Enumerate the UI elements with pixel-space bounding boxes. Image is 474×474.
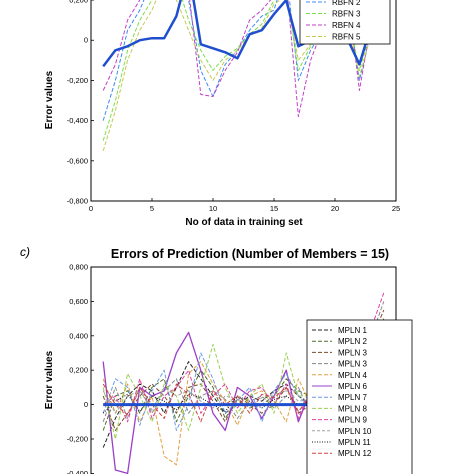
- bottom-chart: c) Errors of Prediction (Number of Membe…: [20, 245, 413, 474]
- legend-label: MPLN 1: [338, 326, 367, 335]
- top-legend-box: [299, 0, 391, 45]
- legend-label: MPLN 10: [338, 427, 372, 436]
- legend-label: RBFN 2: [332, 0, 361, 7]
- x-tick-label: 5: [150, 204, 154, 213]
- legend-label: MPLN 3: [338, 348, 367, 357]
- y-tick-label: -0,400: [67, 116, 88, 125]
- bottom-title: Errors of Prediction (Number of Members …: [111, 247, 389, 261]
- legend-label: MPLN 7: [338, 393, 367, 402]
- legend-label: RBFN 3: [332, 10, 361, 19]
- legend-label: MPLN 6: [338, 382, 367, 391]
- legend-label: MPLN 4: [338, 371, 367, 380]
- x-tick-label: 15: [270, 204, 278, 213]
- bottom-legend: MPLN 1 MPLN 2 MPLN 3 MPLN 3 MPLN 4 MPLN 6 MPLN…: [306, 319, 413, 474]
- y-tick-label: 0,600: [69, 297, 88, 306]
- x-tick-label: 0: [89, 204, 93, 213]
- legend-label: RBFN 4: [332, 21, 361, 30]
- y-tick-label: 0: [84, 400, 88, 409]
- series-line-rbfn-2: [102, 0, 384, 121]
- y-tick-label: 0,200: [69, 0, 88, 5]
- top-plot-frame: [90, 0, 397, 202]
- y-tick-label: -0,200: [67, 435, 88, 444]
- legend-label: MPLN 2: [338, 337, 367, 346]
- bottom-ylabel: Error values: [44, 350, 55, 409]
- legend-label: RBFN 5: [332, 33, 361, 42]
- y-tick-label: -0,400: [67, 469, 88, 474]
- top-ylabel: Error values: [44, 70, 55, 129]
- top-chart: Error values 0,200 0 -0,200 -0,400 -0,600 -0,…: [44, 0, 400, 228]
- y-tick-label: -0,200: [67, 76, 88, 85]
- top-xlabel: No of data in training set: [185, 217, 303, 228]
- y-tick-label: 0,800: [69, 263, 88, 272]
- y-tick-label: -0,800: [67, 197, 88, 206]
- y-tick-label: 0: [84, 36, 88, 45]
- series-line-rbfn-3: [102, 0, 384, 141]
- y-tick-label: 0,200: [69, 366, 88, 375]
- series-line-mpln-3: [102, 309, 385, 431]
- x-tick-label: 25: [392, 204, 400, 213]
- panel-label: c): [20, 245, 30, 259]
- series-line-mpln-2: [102, 318, 385, 431]
- legend-label: MPLN 8: [338, 404, 367, 413]
- y-tick-label: 0,400: [69, 331, 88, 340]
- series-line-rbfn-5: [102, 0, 384, 151]
- x-tick-label: 20: [331, 204, 339, 213]
- x-tick-label: 10: [209, 204, 217, 213]
- legend-label: MPLN 11: [338, 438, 371, 447]
- y-tick-label: -0,600: [67, 156, 88, 165]
- legend-label: MPLN 12: [338, 449, 372, 458]
- legend-label: MPLN 9: [338, 416, 367, 425]
- top-legend: RBFN 2 RBFN 3 RBFN 4 RBFN 5: [299, 0, 391, 45]
- legend-label: MPLN 3: [338, 360, 367, 369]
